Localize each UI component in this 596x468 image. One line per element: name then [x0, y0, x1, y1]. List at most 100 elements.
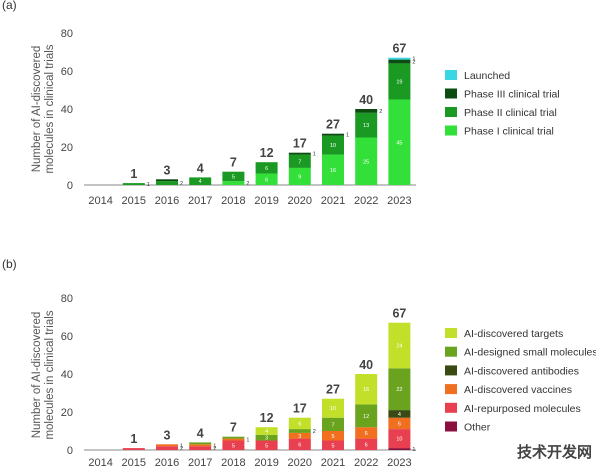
bar-segment — [222, 436, 245, 439]
y-axis-title-line: Number of AI-discovered — [31, 312, 43, 439]
panel-label: (b) — [2, 257, 17, 271]
legend-label: AI-discovered targets — [464, 328, 563, 340]
y-tick-label: 80 — [61, 28, 73, 40]
bar-total-label: 12 — [260, 411, 274, 425]
bar-segment-label: 1 — [313, 152, 316, 158]
bar-segment — [388, 429, 411, 449]
legend-swatch — [445, 88, 457, 99]
bar-segment — [288, 432, 311, 439]
chart-panel-b: (b) Number of AI-discoveredmolecules in c… — [2, 257, 596, 468]
x-tick-label: 2016 — [155, 457, 179, 468]
bar-total-label: 17 — [293, 402, 307, 416]
bar-segment — [388, 59, 411, 64]
bar-segment-label: 1 — [213, 443, 216, 449]
legend-label: AI-designed small molecules — [464, 347, 596, 359]
bar-segment — [189, 177, 212, 185]
bar-segment-label: 7 — [331, 422, 334, 428]
watermark-text: 技术开发网 — [517, 443, 592, 461]
bar-segment-label: 12 — [363, 414, 369, 420]
bar-segment — [122, 183, 145, 185]
bar-segment — [222, 440, 245, 450]
bar-segment — [322, 135, 344, 155]
bar-segment-label: 7 — [298, 159, 301, 165]
bar-segment — [222, 171, 245, 182]
bar-segment-label: 3 — [265, 436, 268, 442]
x-tick-label: 2019 — [254, 457, 278, 468]
legend-label: Phase III clinical trial — [464, 89, 560, 101]
bar-segment-label: 3 — [298, 434, 301, 440]
legend-swatch — [445, 346, 457, 357]
bar-segment-label: 6 — [365, 431, 368, 437]
bar-segment-label: 6 — [265, 177, 268, 183]
x-tick-label: 2021 — [321, 457, 345, 468]
x-tick-label: 2018 — [221, 457, 245, 468]
bar-segment — [288, 167, 311, 185]
bar-segment-label: 10 — [330, 406, 336, 412]
bar-segment-label: 24 — [396, 344, 402, 350]
bar-segment-label: 16 — [330, 168, 336, 174]
bar-segment — [322, 133, 344, 136]
x-tick-label: 2014 — [88, 457, 112, 468]
legend-label: Phase I clinical trial — [464, 126, 554, 138]
bar-segment — [189, 442, 212, 445]
bar-segment-label: 6 — [398, 421, 401, 427]
legend-label: AI-discovered vaccines — [464, 384, 572, 396]
bar-segment — [355, 374, 378, 405]
bar-segment — [156, 179, 178, 182]
y-tick-label: 40 — [61, 369, 73, 381]
legend-swatch — [445, 70, 457, 80]
bar-segment-label: 25 — [363, 159, 369, 165]
x-tick-label: 2014 — [88, 195, 112, 207]
y-axis-title-line: Number of AI-discovered — [31, 46, 43, 173]
bar-segment-label: 2 — [180, 181, 183, 187]
y-tick-label: 80 — [61, 293, 73, 305]
bar-segment — [122, 448, 145, 450]
bar-segment-label: 2 — [412, 60, 415, 66]
bar-segment — [322, 431, 344, 441]
bar-segment-label: 16 — [363, 387, 369, 393]
x-tick-label: 2020 — [288, 457, 312, 468]
bar-segment-label: 5 — [232, 443, 235, 449]
x-tick-label: 2017 — [188, 457, 212, 468]
bar-segment-label: 2 — [180, 446, 183, 452]
bar-segment — [288, 154, 311, 168]
bar-segment — [156, 181, 178, 185]
bar-segment-label: 5 — [331, 443, 334, 449]
bar-segment — [255, 427, 278, 435]
x-tick-label: 2018 — [221, 195, 245, 207]
bar-segment-label: 5 — [331, 434, 334, 440]
x-tick-label: 2016 — [155, 195, 179, 207]
bar-segment — [355, 438, 378, 450]
bar-segment-label: 2 — [213, 446, 216, 452]
bar-segment — [388, 99, 411, 185]
bar-segment — [222, 438, 245, 441]
bar-total-label: 7 — [230, 421, 237, 435]
bar-total-label: 1 — [130, 167, 137, 181]
bar-total-label: 40 — [359, 358, 373, 372]
y-tick-label: 40 — [61, 104, 73, 116]
bar-segment — [288, 417, 311, 430]
bar-segment — [255, 434, 278, 441]
bar-segment — [288, 429, 311, 433]
bar-segment-label: 1 — [346, 133, 349, 139]
legend-swatch — [445, 402, 457, 413]
y-axis-title-line: molecules in clinical trials — [44, 310, 56, 439]
x-tick-label: 2023 — [387, 457, 411, 468]
bar-segment — [355, 427, 378, 439]
bar-segment — [388, 368, 411, 411]
bar-segment-label: 9 — [298, 174, 301, 180]
bar-total-label: 40 — [359, 93, 373, 107]
y-tick-label: 60 — [61, 66, 73, 78]
bar-segment — [322, 398, 344, 418]
legend-label: AI-repurposed molecules — [464, 403, 581, 415]
bar-segment — [222, 181, 245, 185]
bar-segment-label: 4 — [199, 179, 202, 185]
bar-segment — [288, 438, 311, 450]
bar-total-label: 3 — [164, 163, 171, 177]
legend-label: Phase II clinical trial — [464, 107, 557, 119]
bar-total-label: 67 — [392, 307, 406, 321]
bar-segment-label: 5 — [265, 443, 268, 449]
bar-total-label: 1 — [130, 432, 137, 446]
bar-segment — [156, 444, 178, 447]
